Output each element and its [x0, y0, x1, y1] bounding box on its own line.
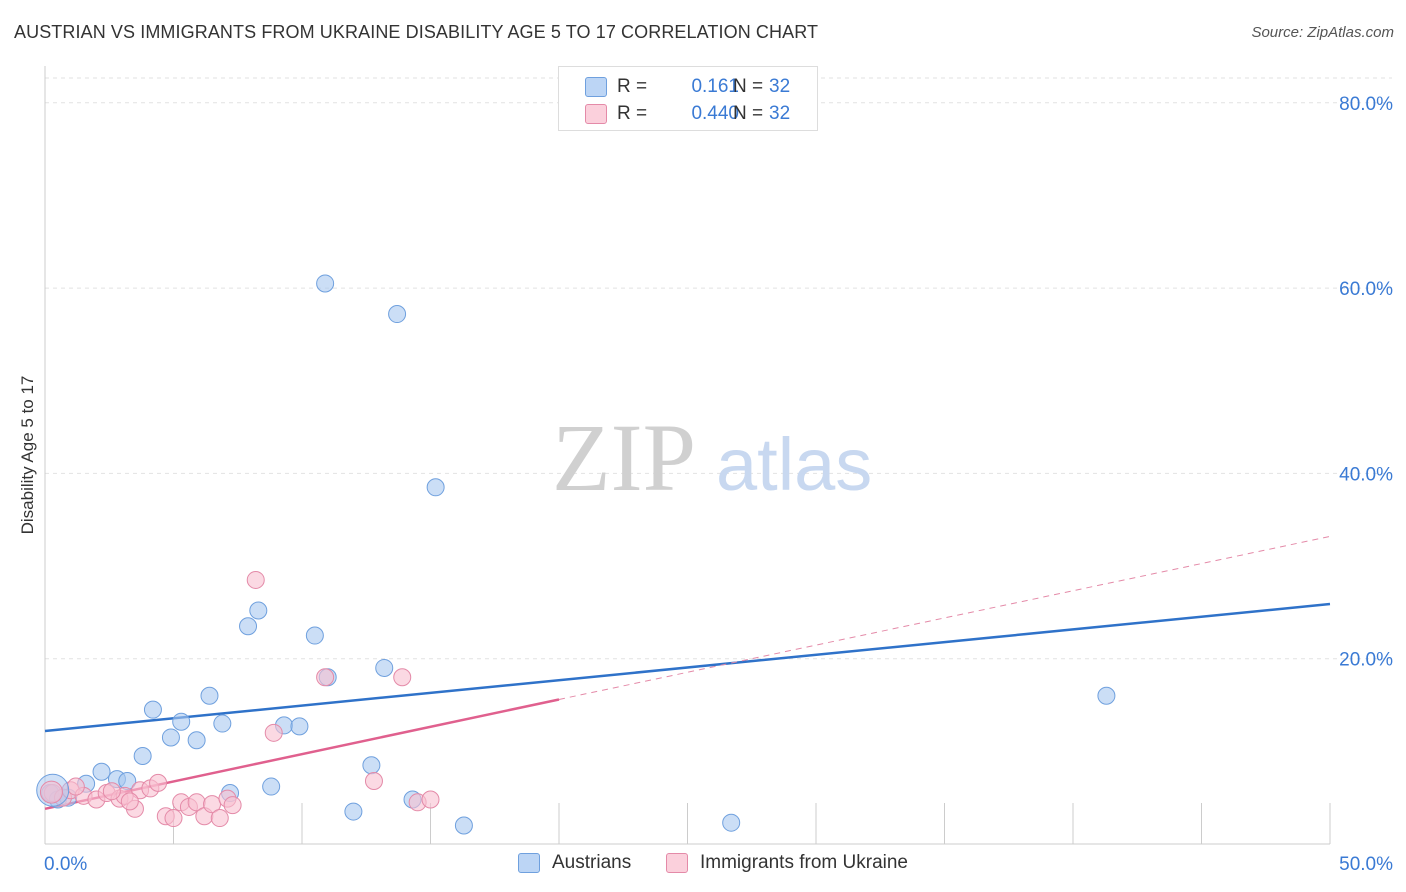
ukraine-legend-label: Immigrants from Ukraine: [700, 852, 908, 873]
austrians-trend-line: [44, 602, 1331, 733]
n-label: N =: [733, 76, 764, 97]
gridlines: [45, 77, 1392, 660]
ukraine-point: [421, 790, 440, 809]
ukraine-legend-swatch: [666, 853, 688, 873]
y-tick-label: 40.0%: [1339, 464, 1393, 485]
tick-labels: 20.0% 40.0% 60.0% 80.0% 0.0% 50.0%: [44, 94, 1393, 875]
austrians-point: [344, 802, 363, 821]
ukraine-point: [264, 723, 283, 742]
austrians-legend-swatch: [518, 853, 540, 873]
austrians-point: [249, 601, 268, 620]
ukraine-point: [223, 796, 242, 815]
austrians-point: [161, 728, 180, 747]
watermark-atlas: atlas: [716, 423, 872, 506]
legend-item-ukraine[interactable]: Immigrants from Ukraine: [666, 852, 908, 874]
austrians-point: [239, 617, 258, 636]
n-value: 32: [769, 76, 791, 97]
austrians-point: [262, 777, 281, 796]
austrians-point: [426, 478, 445, 497]
chart-title: AUSTRIAN VS IMMIGRANTS FROM UKRAINE DISA…: [14, 22, 819, 42]
austrians-point: [187, 731, 206, 750]
ukraine-point: [120, 792, 139, 811]
austrians-legend-label: Austrians: [552, 852, 632, 873]
austrians-point: [172, 712, 191, 731]
data-points: [36, 274, 1116, 835]
austrians-point: [290, 717, 309, 736]
ukraine-swatch: [585, 104, 607, 124]
axes: [44, 66, 1331, 845]
n-label: N =: [733, 103, 764, 124]
austrians-point: [316, 274, 335, 293]
austrians-point: [375, 658, 394, 677]
ukraine-point: [149, 773, 168, 792]
austrians-point: [200, 686, 219, 705]
stats-legend: R = 0.161 N = 32 R = 0.440 N = 32: [558, 66, 818, 131]
ukraine-point: [393, 668, 412, 687]
watermark-zip: ZIP: [552, 404, 696, 511]
ukraine-point: [316, 668, 335, 687]
austrians-point: [454, 816, 473, 835]
n-value: 32: [769, 103, 791, 124]
ukraine-point: [246, 570, 265, 589]
x-tick-label: 50.0%: [1339, 854, 1393, 875]
austrians-point: [305, 626, 324, 645]
ukraine-point: [66, 777, 85, 796]
austrians-point: [388, 305, 407, 324]
austrians-swatch: [585, 77, 607, 97]
austrians-point: [362, 756, 381, 775]
austrians-point: [722, 813, 741, 832]
y-tick-label: 20.0%: [1339, 650, 1393, 671]
austrians-point: [92, 762, 111, 781]
ukraine-point: [39, 780, 63, 804]
ukraine-point: [210, 809, 229, 828]
y-tick-label: 60.0%: [1339, 279, 1393, 300]
r-value: 0.440: [691, 103, 739, 124]
ukraine-trend-extension: [558, 535, 1331, 700]
legend-item-austrians[interactable]: Austrians: [518, 852, 631, 874]
austrians-point: [133, 746, 152, 765]
y-tick-label: 80.0%: [1339, 94, 1393, 115]
watermark: ZIP atlas: [552, 404, 872, 511]
trend-lines: [44, 535, 1331, 811]
austrians-point: [213, 714, 232, 733]
r-label: R =: [617, 103, 648, 124]
x-tick-label: 0.0%: [44, 854, 87, 875]
austrians-point: [143, 700, 162, 719]
ukraine-point: [364, 771, 383, 790]
ukraine-point: [102, 782, 121, 801]
r-label: R =: [617, 76, 648, 97]
r-value: 0.161: [691, 76, 739, 97]
ukraine-point: [164, 809, 183, 828]
source-label: Source: ZipAtlas.com: [1251, 24, 1394, 41]
austrians-point: [1097, 686, 1116, 705]
